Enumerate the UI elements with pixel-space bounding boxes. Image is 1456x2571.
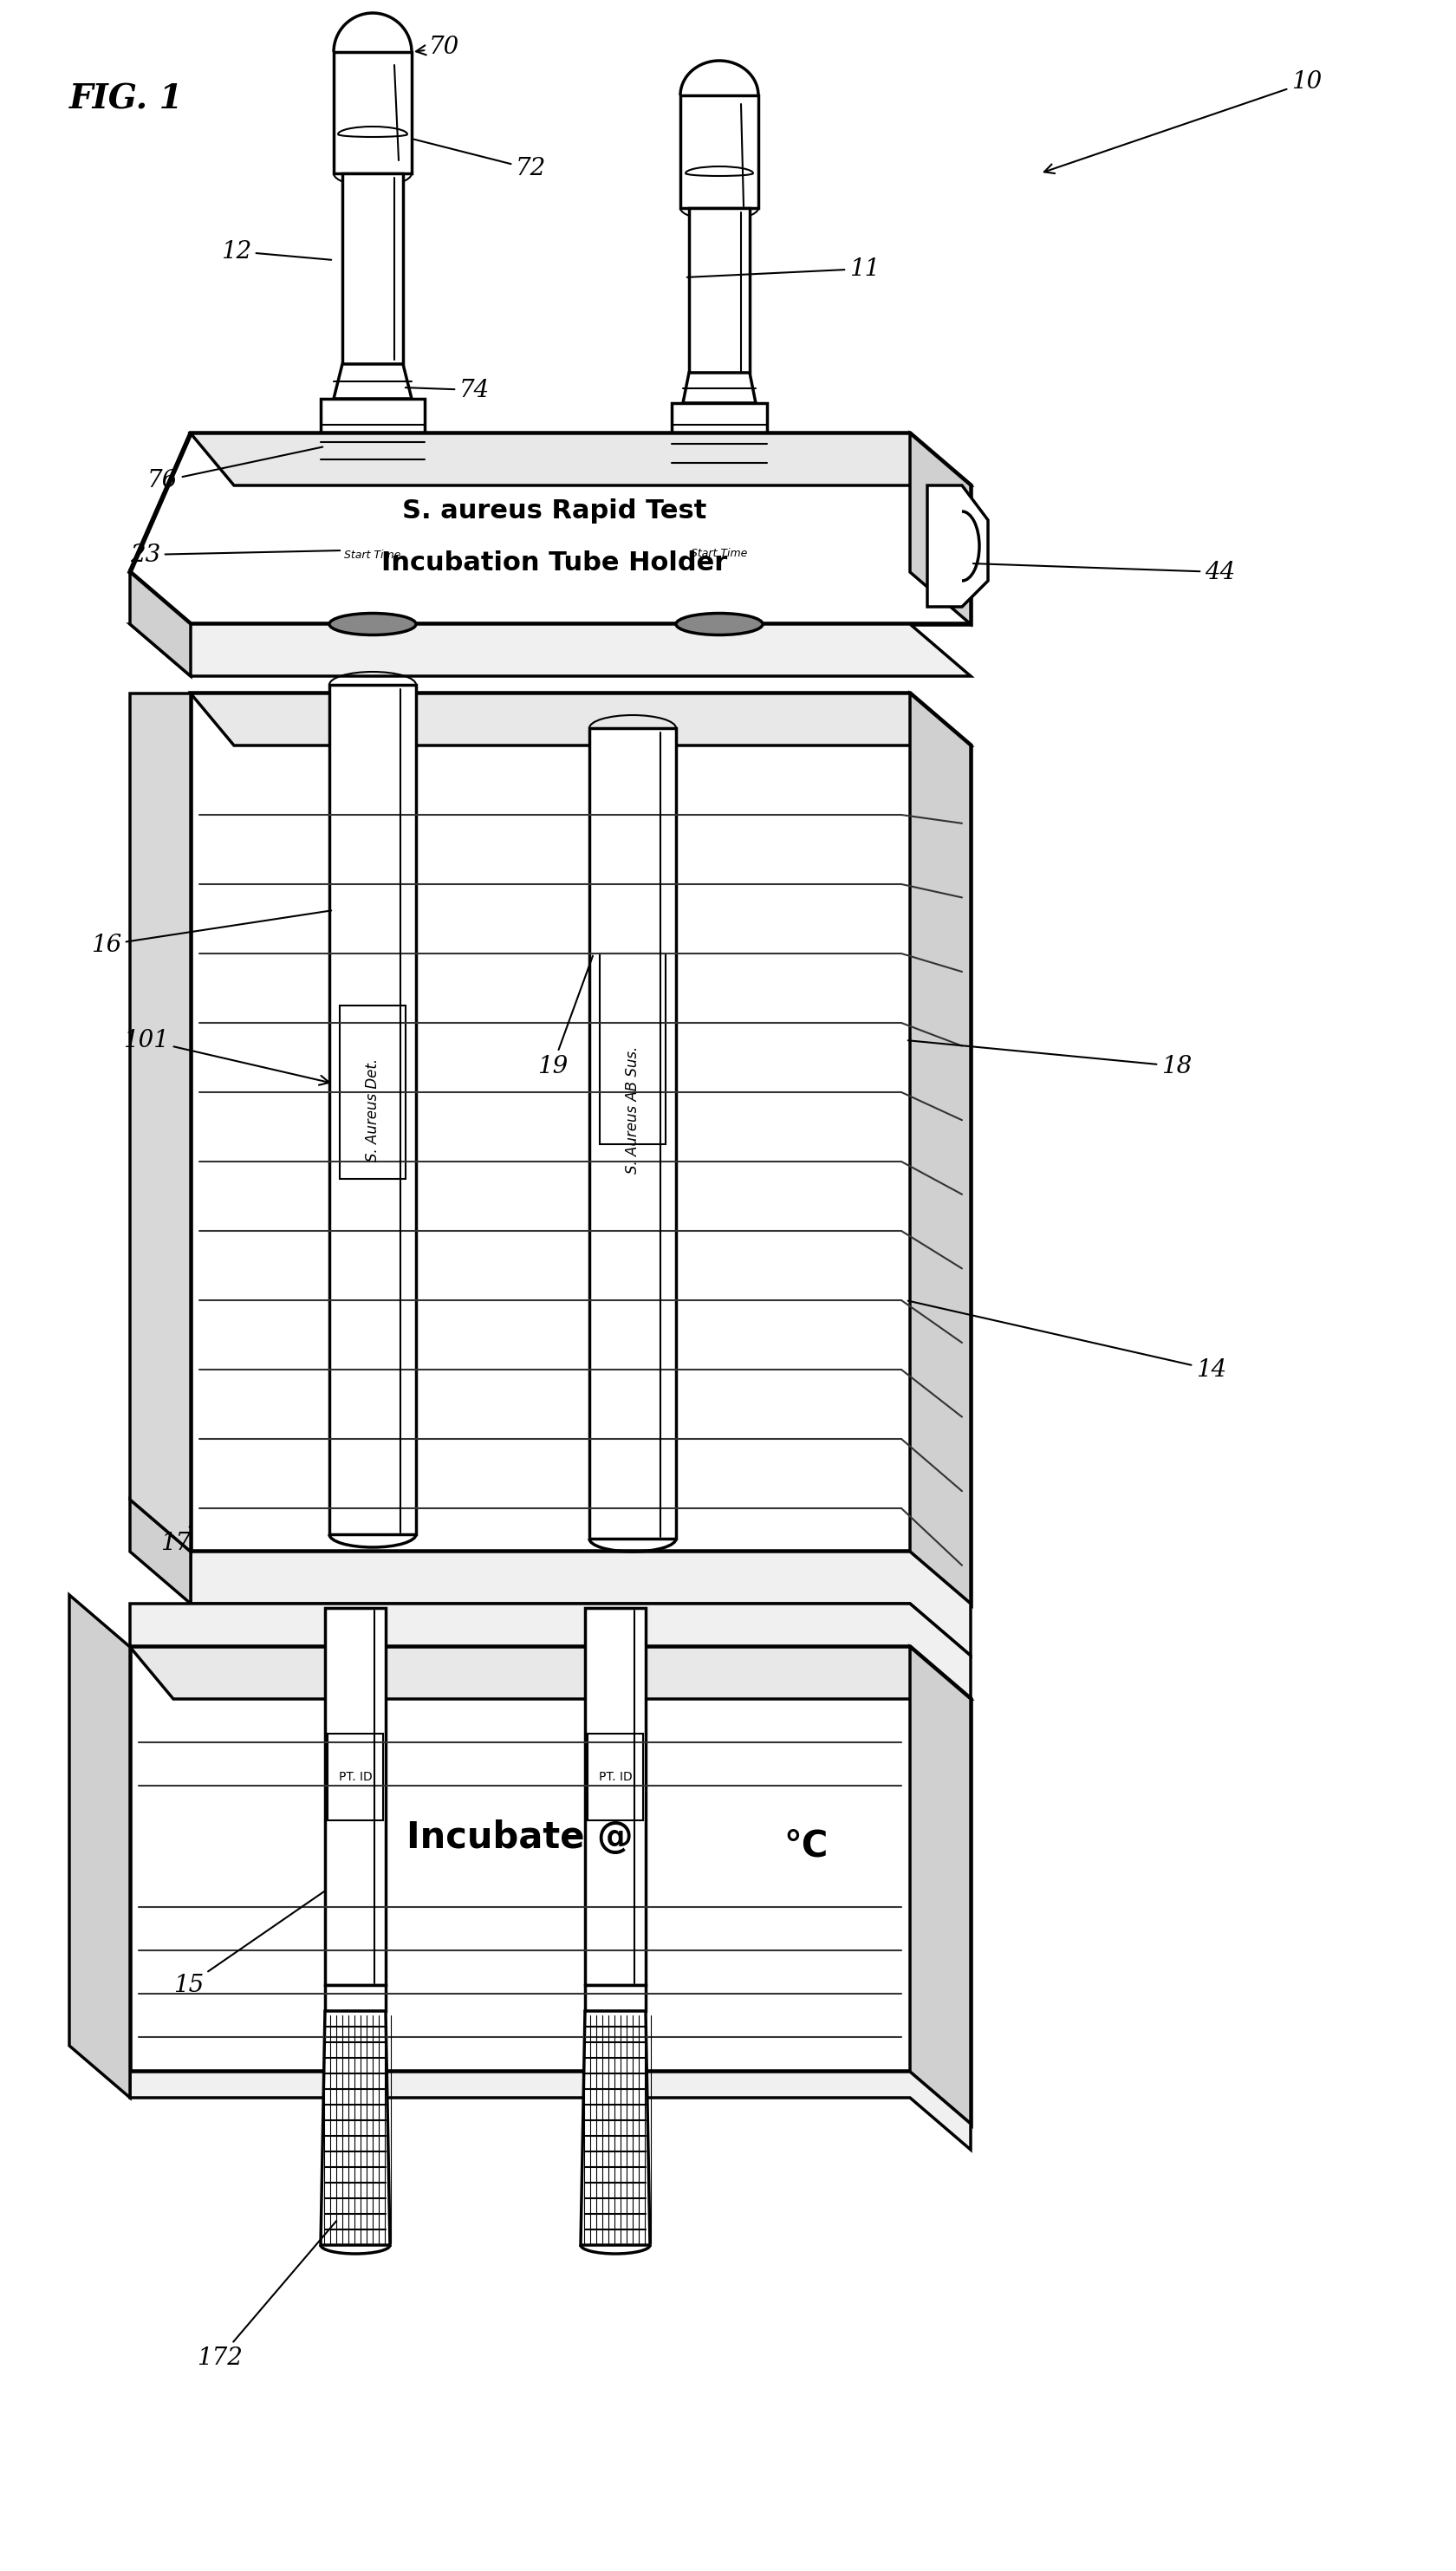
Text: Start Time: Start Time bbox=[344, 550, 400, 560]
Polygon shape bbox=[910, 694, 971, 1604]
Text: FIG. 1: FIG. 1 bbox=[70, 82, 183, 116]
Polygon shape bbox=[585, 1985, 645, 2011]
Text: °C: °C bbox=[783, 1828, 828, 1864]
Polygon shape bbox=[689, 504, 750, 602]
Polygon shape bbox=[70, 1594, 130, 2098]
Polygon shape bbox=[683, 373, 756, 404]
Polygon shape bbox=[130, 1648, 971, 1699]
Text: 11: 11 bbox=[687, 257, 879, 280]
Text: Start Time: Start Time bbox=[692, 548, 748, 558]
Text: 12: 12 bbox=[221, 239, 332, 262]
Text: 16: 16 bbox=[90, 910, 332, 956]
Polygon shape bbox=[333, 365, 412, 399]
Bar bbox=[345, 512, 400, 581]
Text: S. Aureus Det.: S. Aureus Det. bbox=[365, 1057, 380, 1162]
Polygon shape bbox=[130, 1648, 971, 2124]
Text: 23: 23 bbox=[130, 542, 339, 566]
Text: 18: 18 bbox=[909, 1041, 1192, 1077]
Polygon shape bbox=[130, 694, 191, 1553]
Polygon shape bbox=[320, 2011, 390, 2244]
Bar bbox=[588, 1733, 644, 1820]
Text: 10: 10 bbox=[1044, 69, 1322, 172]
Text: 19: 19 bbox=[537, 956, 593, 1077]
Polygon shape bbox=[342, 172, 403, 365]
Polygon shape bbox=[677, 486, 761, 504]
Text: 15: 15 bbox=[173, 1892, 325, 1998]
Text: 172: 172 bbox=[197, 2221, 336, 2370]
Polygon shape bbox=[581, 2011, 649, 2244]
Polygon shape bbox=[130, 2072, 971, 2149]
Text: PT. ID: PT. ID bbox=[598, 1771, 632, 1784]
Polygon shape bbox=[130, 625, 971, 676]
Text: PT. ID: PT. ID bbox=[339, 1771, 373, 1784]
Polygon shape bbox=[333, 51, 412, 172]
Polygon shape bbox=[130, 434, 971, 625]
Bar bbox=[692, 512, 747, 578]
Text: S. aureus Rapid Test: S. aureus Rapid Test bbox=[402, 499, 708, 524]
Text: 70: 70 bbox=[416, 36, 460, 59]
Bar bbox=[328, 1733, 383, 1820]
Polygon shape bbox=[342, 504, 403, 607]
Polygon shape bbox=[191, 434, 971, 486]
Polygon shape bbox=[927, 486, 989, 607]
Polygon shape bbox=[680, 95, 759, 208]
Polygon shape bbox=[130, 1499, 191, 1604]
Bar bbox=[600, 954, 665, 1144]
Polygon shape bbox=[191, 694, 971, 1604]
Text: 17: 17 bbox=[160, 1525, 191, 1555]
Ellipse shape bbox=[676, 614, 763, 635]
Text: 74: 74 bbox=[405, 378, 489, 401]
Polygon shape bbox=[329, 684, 416, 1535]
Polygon shape bbox=[325, 1607, 386, 1985]
Text: 72: 72 bbox=[414, 139, 546, 180]
Polygon shape bbox=[130, 573, 191, 676]
Text: 101: 101 bbox=[124, 1028, 329, 1085]
Polygon shape bbox=[590, 728, 676, 1537]
Text: Incubate @: Incubate @ bbox=[406, 1820, 633, 1856]
Text: S. Aureus AB Sus.: S. Aureus AB Sus. bbox=[625, 1046, 641, 1172]
Text: 14: 14 bbox=[909, 1301, 1226, 1381]
Polygon shape bbox=[329, 486, 416, 504]
Polygon shape bbox=[191, 694, 971, 746]
Polygon shape bbox=[130, 1604, 971, 1699]
Ellipse shape bbox=[329, 614, 416, 635]
Polygon shape bbox=[689, 208, 750, 373]
Polygon shape bbox=[320, 399, 425, 486]
Bar bbox=[339, 1005, 406, 1180]
Polygon shape bbox=[585, 1607, 645, 1985]
Polygon shape bbox=[910, 434, 971, 625]
Polygon shape bbox=[671, 404, 767, 486]
Polygon shape bbox=[325, 1985, 386, 2011]
Text: 76: 76 bbox=[147, 447, 323, 494]
Text: Incubation Tube Holder: Incubation Tube Holder bbox=[381, 550, 728, 576]
Text: 44: 44 bbox=[973, 560, 1235, 584]
Polygon shape bbox=[191, 1553, 971, 1656]
Polygon shape bbox=[910, 1648, 971, 2124]
